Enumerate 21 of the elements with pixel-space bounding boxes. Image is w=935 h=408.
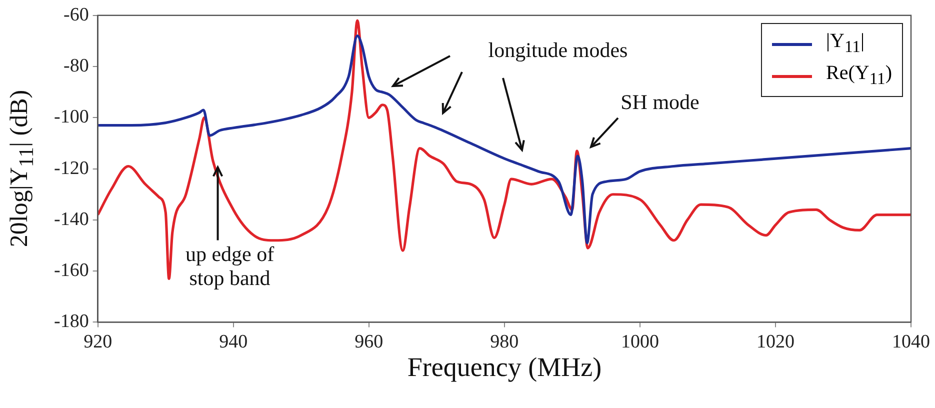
legend-label: Re(Y$_{11}$) xyxy=(826,61,892,90)
x-tick-label: 940 xyxy=(219,332,248,353)
x-tick-label: 1040 xyxy=(892,332,930,353)
x-tick-label: 1020 xyxy=(756,332,794,353)
y-tick-label: -100 xyxy=(54,106,89,128)
y-tick-label: -180 xyxy=(54,311,89,332)
y-tick-label: -120 xyxy=(54,158,89,179)
y-tick-label: -80 xyxy=(64,56,89,77)
legend-label: |Y$_{11}$| xyxy=(826,29,865,58)
x-tick-label: 980 xyxy=(490,332,519,353)
y-tick-label: -60 xyxy=(64,4,89,26)
y-tick-label: -160 xyxy=(54,260,89,282)
annotation: longitude modes xyxy=(487,38,629,62)
y-tick-label: -140 xyxy=(54,208,89,230)
line-series xyxy=(98,34,911,244)
x-axis-title: Frequency (MHz) xyxy=(407,352,602,384)
x-tick-label: 1000 xyxy=(620,332,659,353)
annotation: up edge of stop band xyxy=(184,242,276,290)
x-tick-label: 960 xyxy=(354,332,384,353)
annotation: SH mode xyxy=(620,90,700,114)
x-tick-label: 920 xyxy=(84,332,112,353)
